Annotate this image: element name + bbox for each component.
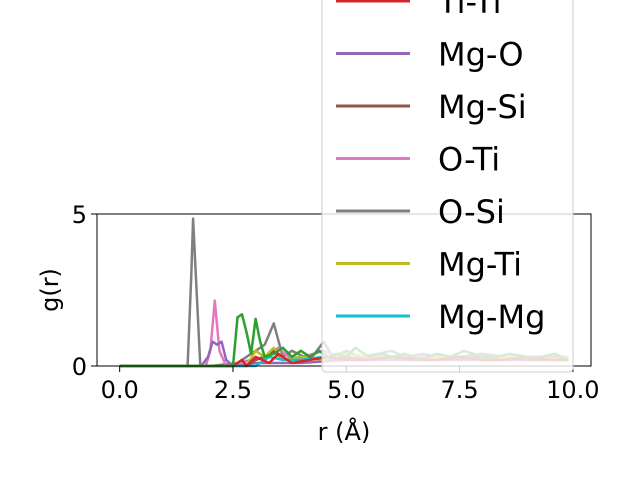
x-tick-label: 2.5 xyxy=(214,376,252,404)
x-axis-label: r (Å) xyxy=(318,417,371,446)
x-tick-label: 5.0 xyxy=(327,376,365,404)
y-tick-label: 0 xyxy=(72,353,87,381)
legend-label: Mg-Mg xyxy=(438,298,545,336)
legend-frame xyxy=(321,0,574,373)
x-tick-label: 10.0 xyxy=(546,376,599,404)
legend-label: O-Si xyxy=(438,193,505,231)
x-axis-ticks: 0.0 2.5 5.0 7.5 10.0 xyxy=(101,366,600,404)
legend-label: Mg-O xyxy=(438,36,524,74)
x-tick-label: 0.0 xyxy=(101,376,139,404)
y-tick-label: 5 xyxy=(72,201,87,229)
legend-label: Mg-Si xyxy=(438,88,527,126)
y-axis-label: g(r) xyxy=(36,268,64,312)
legend-label: Mg-Ti xyxy=(438,246,522,284)
x-tick-label: 7.5 xyxy=(440,376,478,404)
legend: Ti-Ti Mg-O Mg-Si O-Ti O-Si Mg-Ti Mg-Mg xyxy=(321,0,574,373)
y-axis-ticks: 05 xyxy=(72,201,97,381)
legend-label: Ti-Ti xyxy=(437,0,502,21)
legend-label: O-Ti xyxy=(438,141,500,179)
